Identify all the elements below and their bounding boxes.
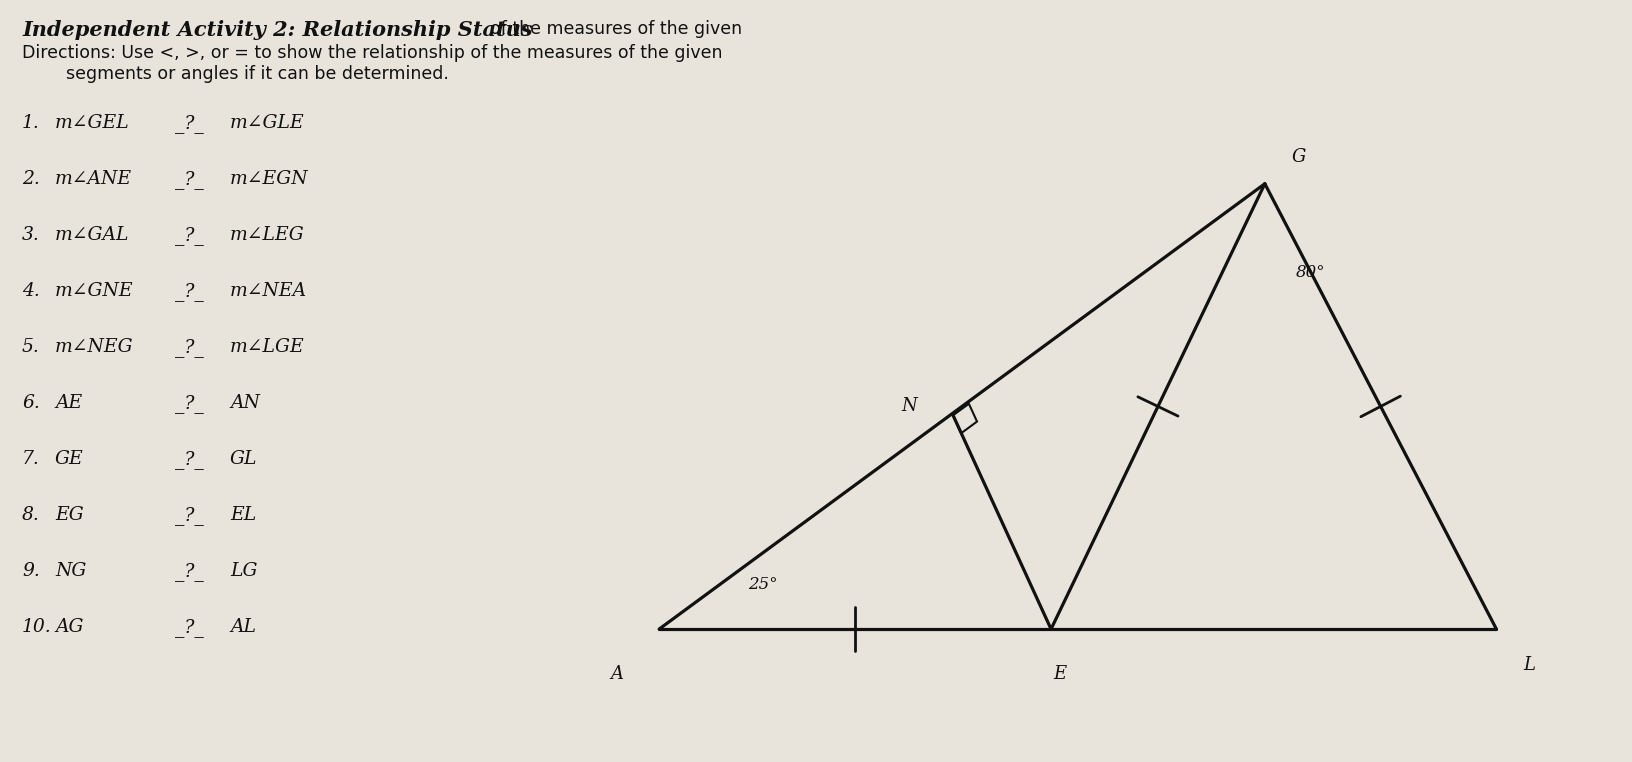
Text: EG: EG <box>55 506 83 524</box>
Text: G: G <box>1291 148 1306 166</box>
Text: Directions: Use <, >, or = to show the relationship of the measures of the given: Directions: Use <, >, or = to show the r… <box>21 44 721 62</box>
Text: 4.: 4. <box>21 282 39 300</box>
Text: N: N <box>901 398 917 415</box>
Text: m∠GNE: m∠GNE <box>55 282 134 300</box>
Text: _?_: _?_ <box>175 450 204 469</box>
Text: of the measures of the given: of the measures of the given <box>490 20 741 38</box>
Text: m∠NEA: m∠NEA <box>230 282 307 300</box>
Text: m∠GEL: m∠GEL <box>55 114 129 132</box>
Text: m∠GLE: m∠GLE <box>230 114 305 132</box>
Text: _?_: _?_ <box>175 394 204 413</box>
Text: segments or angles if it can be determined.: segments or angles if it can be determin… <box>21 65 449 83</box>
Text: _?_: _?_ <box>175 506 204 525</box>
Text: m∠ANE: m∠ANE <box>55 170 132 188</box>
Text: AN: AN <box>230 394 259 412</box>
Text: 9.: 9. <box>21 562 39 580</box>
Text: 80°: 80° <box>1296 264 1325 281</box>
Text: AE: AE <box>55 394 82 412</box>
Text: GL: GL <box>230 450 258 468</box>
Text: _?_: _?_ <box>175 170 204 189</box>
Text: 8.: 8. <box>21 506 39 524</box>
Text: _?_: _?_ <box>175 338 204 357</box>
Text: _?_: _?_ <box>175 114 204 133</box>
Text: _?_: _?_ <box>175 282 204 301</box>
Text: 6.: 6. <box>21 394 39 412</box>
Text: 2.: 2. <box>21 170 39 188</box>
Text: m∠LEG: m∠LEG <box>230 226 305 244</box>
Text: EL: EL <box>230 506 256 524</box>
Text: 5.: 5. <box>21 338 39 356</box>
Text: 25°: 25° <box>747 577 777 594</box>
Text: AL: AL <box>230 618 256 636</box>
Text: m∠GAL: m∠GAL <box>55 226 129 244</box>
Text: LG: LG <box>230 562 258 580</box>
Text: 7.: 7. <box>21 450 39 468</box>
Text: m∠NEG: m∠NEG <box>55 338 134 356</box>
Text: m∠EGN: m∠EGN <box>230 170 308 188</box>
Text: 1.: 1. <box>21 114 39 132</box>
Text: 3.: 3. <box>21 226 39 244</box>
Text: A: A <box>610 664 623 683</box>
Text: L: L <box>1523 656 1534 674</box>
Text: GE: GE <box>55 450 83 468</box>
Text: E: E <box>1053 664 1066 683</box>
Text: _?_: _?_ <box>175 226 204 245</box>
Text: NG: NG <box>55 562 86 580</box>
Text: 10.: 10. <box>21 618 52 636</box>
Text: AG: AG <box>55 618 83 636</box>
Text: _?_: _?_ <box>175 562 204 581</box>
Text: Independent Activity 2: Relationship Status: Independent Activity 2: Relationship Sta… <box>21 20 532 40</box>
Text: m∠LGE: m∠LGE <box>230 338 305 356</box>
Text: _?_: _?_ <box>175 618 204 637</box>
